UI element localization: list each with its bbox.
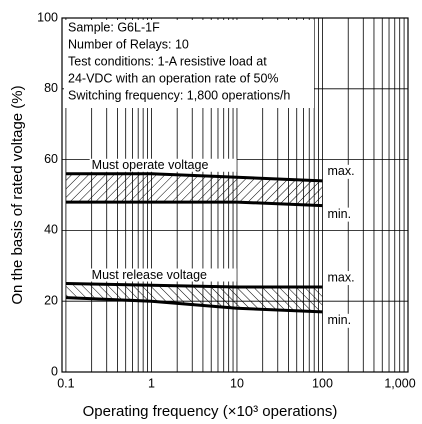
label-bg [325,207,362,222]
y-tick-label: 80 [44,81,58,95]
label-bg [325,271,362,286]
label-bg [325,164,362,179]
y-tick-label: 20 [44,293,58,307]
y-tick-label: 60 [44,152,58,166]
y-axis-label: On the basis of rated voltage (%) [9,85,26,304]
curve [65,282,323,289]
annotation: Sample: G6L-1F [68,20,160,34]
x-axis-label: Operating frequency (×10³ operations) [83,403,338,420]
annotation: Test conditions: 1-A resistive load at [68,54,267,68]
plot-frame [61,17,409,373]
band-label: Must operate voltage [92,158,209,172]
annotation-bg [64,20,314,108]
curve-label: max. [327,164,354,178]
curve [65,172,323,183]
label-bg [325,313,362,328]
curve [65,296,323,314]
hatch-band [65,283,323,312]
y-tick-label: 40 [44,223,58,237]
label-bg [89,158,237,172]
x-tick-label: 0.1 [57,376,74,390]
band-label: Must release voltage [92,268,207,282]
y-tick-label: 100 [37,10,58,24]
curve-label: min. [327,207,351,221]
hatch-band [65,173,323,206]
x-tick-label: 1 [148,376,155,390]
x-tick-label: 10 [230,376,244,390]
curve-label: max. [327,270,354,284]
y-tick-label: 0 [51,364,58,378]
annotation: Number of Relays: 10 [68,37,189,51]
x-tick-label: 1,000 [384,376,415,390]
annotation: Switching frequency: 1,800 operations/h [68,88,290,102]
curve [65,200,323,208]
label-bg [89,268,237,282]
x-tick-label: 100 [312,376,333,390]
curve-label: min. [327,313,351,327]
annotation: 24-VDC with an operation rate of 50% [68,71,279,85]
